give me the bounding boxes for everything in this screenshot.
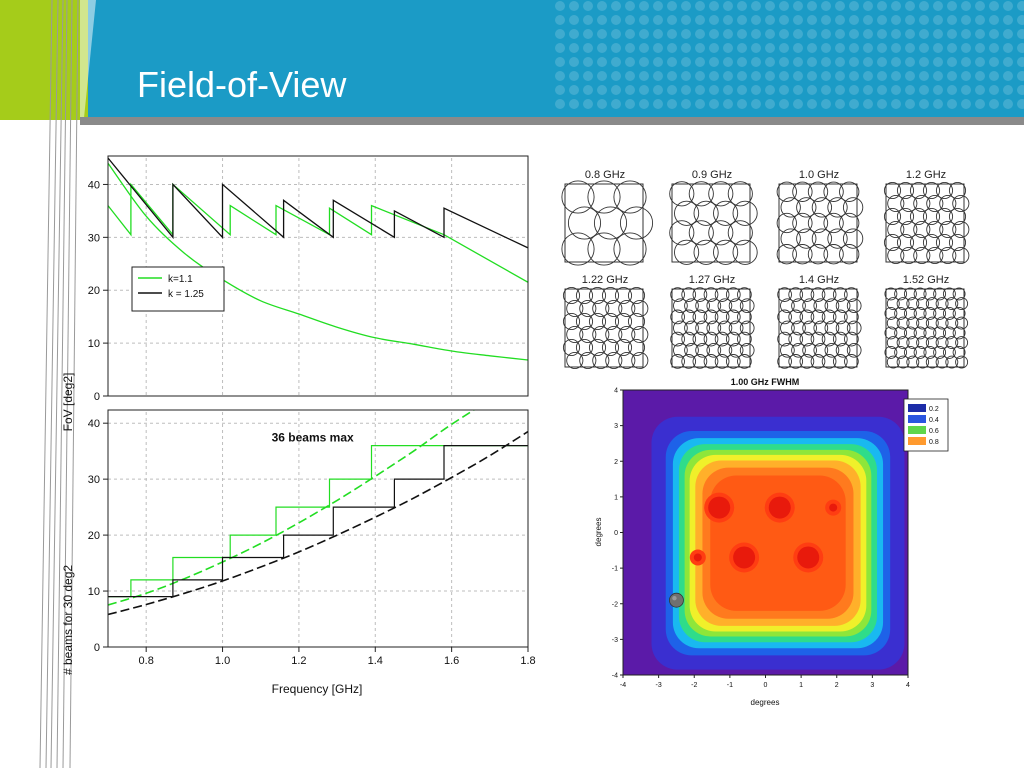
heatmap-y-tick: 2 <box>614 459 618 466</box>
y-tick-label: 30 <box>88 232 100 244</box>
tiling-panel-label: 1.2 GHz <box>906 169 946 181</box>
y-tick-label: 40 <box>88 179 100 191</box>
side-stripes <box>39 0 79 768</box>
legend-entry: k = 1.25 <box>168 289 204 300</box>
heatmap-title: 1.00 GHz FWHM <box>731 377 800 387</box>
tiling-panel: 1.2 GHz <box>883 169 970 265</box>
heatmap-x-tick: -2 <box>691 682 697 689</box>
x-tick-label: 0.8 <box>139 655 154 667</box>
heatmap-x-tick: 0 <box>764 682 768 689</box>
chart-legend: k=1.1 k = 1.25 <box>131 266 225 312</box>
bottom-y-axis-label: # beams for 30 deg2 <box>61 565 75 675</box>
beams-step-line <box>108 445 528 598</box>
heatmap-y-tick: -3 <box>612 637 618 644</box>
tiling-panel-label: 0.8 GHz <box>585 169 625 181</box>
heatmap-legend-swatch <box>908 404 926 412</box>
tiling-panel-label: 1.4 GHz <box>799 274 839 286</box>
moon-marker <box>669 592 684 608</box>
y-tick-label: 0 <box>94 642 100 654</box>
tiling-panel-label: 1.0 GHz <box>799 169 839 181</box>
heatmap-legend-label: 0.4 <box>929 417 939 424</box>
header-bar <box>80 0 1024 118</box>
fov-sawtooth-line <box>108 182 528 283</box>
fov-smooth-line <box>108 162 528 361</box>
heatmap-y-tick: 0 <box>614 530 618 537</box>
y-tick-label: 30 <box>88 474 100 486</box>
heatmap-peak <box>708 496 731 519</box>
heatmap-x-tick: -4 <box>620 682 626 689</box>
tiling-panel: 0.8 GHz <box>561 169 654 266</box>
top-chart-axes: 0 10 20 30 40 <box>88 155 529 403</box>
accent-block <box>0 0 88 120</box>
heatmap-x-tick: 4 <box>906 682 910 689</box>
heatmap-peak <box>768 496 791 519</box>
tiling-panel: 1.52 GHz <box>884 274 969 369</box>
heatmap-legend-label: 0.2 <box>929 406 939 413</box>
heatmap-x-tick: -1 <box>727 682 733 689</box>
contour-band <box>710 475 846 611</box>
y-tick-label: 0 <box>94 391 100 403</box>
header-rule <box>80 117 1024 125</box>
x-tick-label: 1.2 <box>291 655 306 667</box>
heatmap-y-tick: 3 <box>614 423 618 430</box>
top-chart-grid <box>108 158 528 396</box>
y-tick-label: 40 <box>88 418 100 430</box>
tiling-panel-label: 1.52 GHz <box>903 274 949 286</box>
heatmap-peak <box>829 503 838 512</box>
y-tick-label: 10 <box>88 586 100 598</box>
heatmap-peak <box>693 553 702 562</box>
x-tick-label: 1.0 <box>215 655 230 667</box>
beams-dashed-curve <box>108 430 528 616</box>
x-tick-label: 1.6 <box>444 655 459 667</box>
fwhm-heatmap: 1.00 GHz FWHM -4 -3 -2 -1 0 1 2 3 4 -4 -3 -2 -1 0 1 2 3 4… <box>594 377 949 707</box>
heatmap-y-tick: -4 <box>612 673 618 680</box>
x-tick-label: 1.8 <box>520 655 535 667</box>
x-axis-label: Frequency [GHz] <box>272 682 363 696</box>
tiling-panel: 1.22 GHz <box>562 274 649 370</box>
heatmap-legend-label: 0.6 <box>929 428 939 435</box>
heatmap-x-tick: 3 <box>870 682 874 689</box>
heatmap-y-axis-label: degrees <box>594 518 603 547</box>
slide-title: Field-of-View <box>137 64 347 105</box>
bottom-chart-grid <box>108 412 528 647</box>
tiling-panel-label: 0.9 GHz <box>692 169 732 181</box>
heatmap-x-tick: 2 <box>835 682 839 689</box>
y-tick-label: 10 <box>88 338 100 350</box>
beams-step-line <box>108 445 528 598</box>
tiling-panel-label: 1.27 GHz <box>689 274 735 286</box>
chart-annotation: 36 beams max <box>272 431 354 445</box>
x-tick-label: 1.4 <box>368 655 383 667</box>
heatmap-legend-swatch <box>908 415 926 423</box>
heatmap-peak <box>733 546 756 569</box>
heatmap-y-tick: -2 <box>612 601 618 608</box>
heatmap-legend-swatch <box>908 426 926 434</box>
heatmap-y-tick: -1 <box>612 566 618 573</box>
heatmap-peak <box>797 546 820 569</box>
heatmap-x-tick: 1 <box>799 682 803 689</box>
beam-tiling-diagrams: 0.8 GHz 0.9 GHz 1.0 GHz 1.2 GHz 1.22 GHz 1.27… <box>561 169 970 370</box>
fov-beams-chart: 0 10 20 30 40 0 10 20 30 40 0.8 1.0 1.2 1.4 1.6 1.8 k=… <box>61 155 536 696</box>
heatmap-axes: -4 -3 -2 -1 0 1 2 3 4 -4 -3 -2 -1 0 1 2 3 4 <box>612 388 910 690</box>
heatmap-y-tick: 1 <box>614 494 618 501</box>
y-tick-label: 20 <box>88 285 100 297</box>
heatmap-x-tick: -3 <box>656 682 662 689</box>
tiling-panel: 1.4 GHz <box>777 274 862 369</box>
heatmap-legend-label: 0.8 <box>929 439 939 446</box>
legend-entry: k=1.1 <box>168 274 193 285</box>
bottom-chart-axes: 0 10 20 30 40 0.8 1.0 1.2 1.4 1.6 1.8 <box>88 409 536 667</box>
tiling-panel-label: 1.22 GHz <box>582 274 628 286</box>
y-tick-label: 20 <box>88 530 100 542</box>
tiling-panel: 0.9 GHz <box>669 169 758 265</box>
heatmap-legend-swatch <box>908 437 926 445</box>
heatmap-legend: 0.2 0.4 0.6 0.8 <box>903 398 949 452</box>
tiling-panel: 1.0 GHz <box>776 169 864 265</box>
heatmap-y-tick: 4 <box>614 388 618 395</box>
header-dot-pattern <box>555 1 1024 109</box>
tiling-panel: 1.27 GHz <box>670 274 755 369</box>
beams-dashed-curve <box>108 410 476 606</box>
top-y-axis-label: FoV [deg2] <box>61 373 75 432</box>
heatmap-x-axis-label: degrees <box>751 698 780 707</box>
fov-sawtooth-line <box>108 157 528 249</box>
